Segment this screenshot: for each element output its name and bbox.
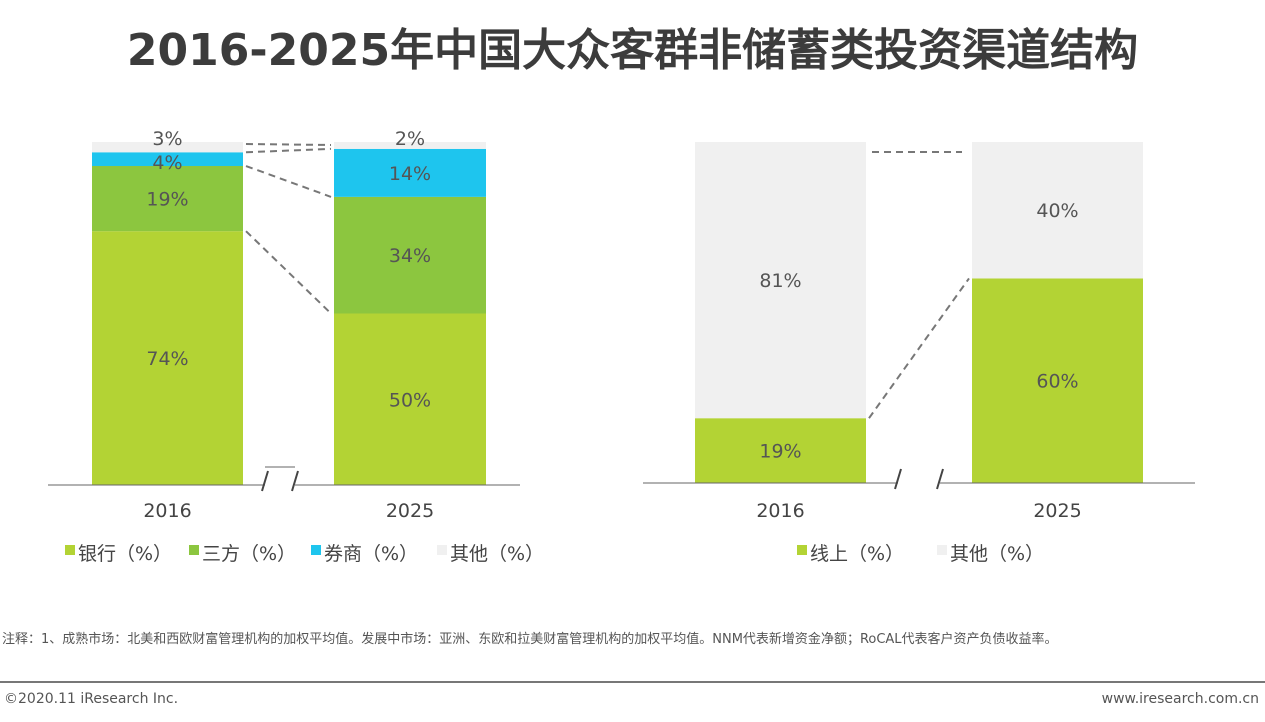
axis-break-mark bbox=[894, 468, 902, 490]
bar-segment bbox=[334, 142, 486, 149]
connector-line bbox=[245, 143, 332, 146]
bar-segment bbox=[695, 142, 866, 419]
data-label: 50% bbox=[389, 389, 431, 411]
bar-segment bbox=[334, 313, 486, 485]
data-label: 40% bbox=[1036, 200, 1078, 222]
bar-segment bbox=[972, 142, 1143, 279]
data-label: 60% bbox=[1036, 371, 1078, 393]
page-title: 2016-2025年中国大众客群非储蓄类投资渠道结构 bbox=[126, 25, 1139, 76]
data-label: 14% bbox=[389, 163, 431, 185]
legend-label: 银行（%） bbox=[78, 543, 172, 565]
bar-segment bbox=[92, 166, 243, 232]
data-label: 2% bbox=[395, 128, 425, 150]
data-label: 19% bbox=[759, 441, 801, 463]
legend-swatch bbox=[797, 545, 807, 555]
axis-break-mark bbox=[261, 470, 269, 492]
data-label: 4% bbox=[152, 152, 182, 174]
divider bbox=[0, 681, 1265, 683]
connector-line bbox=[245, 165, 332, 198]
bar-segment bbox=[695, 418, 866, 483]
data-label: 3% bbox=[152, 128, 182, 150]
x-tick-label: 2025 bbox=[386, 500, 434, 522]
connector-line bbox=[245, 147, 332, 154]
legend-label: 券商（%） bbox=[324, 543, 418, 565]
connector-line bbox=[868, 277, 970, 419]
axis-break-mark bbox=[291, 470, 299, 492]
website: www.iresearch.com.cn bbox=[1101, 691, 1259, 707]
x-tick-label: 2016 bbox=[143, 500, 191, 522]
data-label: 81% bbox=[759, 270, 801, 292]
data-label: 74% bbox=[146, 348, 188, 370]
bar-segment bbox=[972, 278, 1143, 483]
legend-label: 其他（%） bbox=[450, 543, 544, 565]
bar-segment bbox=[92, 152, 243, 167]
bar-segment bbox=[92, 231, 243, 485]
legend-label: 其他（%） bbox=[950, 543, 1044, 565]
connector-line bbox=[245, 230, 332, 315]
legend-swatch bbox=[937, 545, 947, 555]
legend-swatch bbox=[311, 545, 321, 555]
bar-segment bbox=[334, 196, 486, 314]
data-label: 19% bbox=[146, 189, 188, 211]
x-tick-label: 2016 bbox=[756, 500, 804, 522]
legend-swatch bbox=[189, 545, 199, 555]
legend-label: 线上（%） bbox=[810, 543, 904, 565]
copyright: ©2020.11 iResearch Inc. bbox=[4, 691, 179, 707]
legend-label: 三方（%） bbox=[202, 543, 296, 565]
legend-swatch bbox=[437, 545, 447, 555]
data-label: 34% bbox=[389, 245, 431, 267]
bar-segment bbox=[92, 142, 243, 153]
bar-segment bbox=[334, 148, 486, 197]
footnote: 注释：1、成熟市场：北美和西欧财富管理机构的加权平均值。发展中市场：亚洲、东欧和… bbox=[2, 632, 1058, 647]
legend-swatch bbox=[65, 545, 75, 555]
axis-break-mark bbox=[936, 468, 944, 490]
x-tick-label: 2025 bbox=[1033, 500, 1081, 522]
